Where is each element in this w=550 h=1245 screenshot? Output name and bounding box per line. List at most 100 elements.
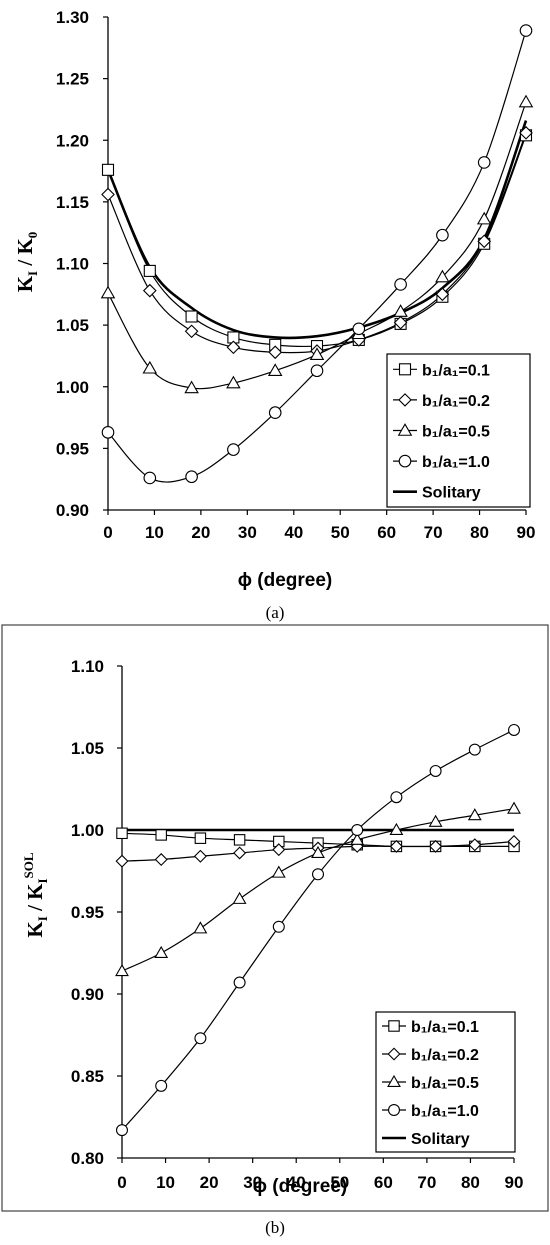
data-point-square (143, 264, 156, 277)
x-tick-label: 30 (243, 1173, 262, 1192)
x-tick-label: 60 (374, 1173, 393, 1192)
legend-label: b₁/a₁=0.2 (411, 1047, 479, 1064)
x-tick-label: 80 (470, 523, 489, 542)
data-point-triangle (350, 832, 365, 845)
data-point-triangle (226, 375, 241, 389)
data-point-circle (268, 406, 282, 419)
data-point-diamond (268, 345, 283, 360)
data-point-diamond (115, 854, 129, 868)
x-tick-label: 40 (284, 523, 303, 542)
data-point-circle (101, 426, 115, 439)
legend-marker-circle (387, 1103, 401, 1117)
data-point-circle (143, 471, 157, 485)
series-a (100, 24, 534, 485)
data-point-circle (351, 823, 364, 837)
series-line-triangle (121, 808, 515, 972)
data-point-diamond (193, 849, 207, 863)
legend-label: b₁/a₁=0.5 (422, 424, 490, 441)
data-point-circle (227, 443, 240, 456)
x-axis-label-b: ϕ (degree) (253, 1176, 347, 1197)
data-point-diamond (477, 234, 492, 249)
data-point-diamond (154, 853, 168, 867)
data-point-circle (311, 868, 325, 881)
data-point-triangle (193, 921, 208, 934)
legend-label: b₁/a₁=0.1 (422, 362, 490, 379)
chart-panel-b: 0.80 0.85 0.90 0.95 1.00 1.05 1.10 0 10 20 30 40 50 6… (21, 657, 523, 1237)
data-point-circle (115, 1124, 129, 1137)
caption-a: (a) (266, 603, 285, 622)
x-tick-label: 90 (505, 1173, 524, 1192)
x-tick-label: 60 (377, 523, 396, 542)
x-tick-label: 40 (287, 1173, 306, 1192)
data-point-diamond (226, 340, 241, 355)
y-tick-label: 1.25 (56, 70, 89, 89)
y-tick-label: 0.85 (71, 1067, 104, 1086)
data-point-diamond (101, 187, 115, 202)
data-point-square (194, 832, 207, 844)
x-tick-label: 0 (117, 1173, 126, 1192)
data-point-diamond (507, 834, 521, 848)
data-point-diamond (233, 846, 247, 860)
legend-label: b₁/a₁=1.0 (411, 1103, 479, 1120)
legend-marker-circle (398, 454, 412, 468)
y-tick-label: 1.10 (71, 657, 104, 676)
legend-marker-diamond (398, 393, 412, 407)
data-point-circle (233, 976, 246, 989)
x-tick-label: 0 (103, 523, 112, 542)
y-tick-label: 1.00 (71, 821, 104, 840)
legend-b: b₁/a₁=0.1 b₁/a₁=0.2 b₁/a₁=0.5 b₁/a₁=1.0 Soli… (375, 1011, 516, 1153)
data-point-square (101, 163, 115, 176)
caption-b: (b) (265, 1218, 285, 1237)
x-tick-label: 70 (417, 1173, 436, 1192)
chart-panel-a: 0.90 0.95 1.00 1.05 1.10 1.15 1.20 1.25 1.30 0 10 2… (13, 8, 535, 622)
legend-label: Solitary (422, 485, 481, 502)
data-point-diamond (184, 324, 199, 339)
y-tick-label: 0.95 (56, 439, 89, 458)
data-point-circle (390, 791, 403, 804)
y-tick-label: 1.30 (56, 8, 89, 27)
legend-marker-diamond (387, 1047, 401, 1061)
data-point-circle (519, 24, 533, 37)
data-point-circle (477, 156, 491, 169)
data-point-square (116, 827, 128, 840)
tick-labels-a: 0.90 0.95 1.00 1.05 1.10 1.15 1.20 1.25 1.30 0 10 2… (56, 8, 536, 542)
x-tick-label: 50 (331, 523, 350, 542)
data-point-square (233, 834, 246, 846)
data-point-triangle (142, 360, 158, 374)
data-point-diamond (519, 126, 533, 140)
y-tick-label: 0.80 (71, 1149, 104, 1168)
data-point-circle (310, 364, 324, 378)
legend-marker-square (388, 1020, 400, 1032)
data-point-circle (352, 322, 366, 336)
series-line-square (107, 135, 527, 348)
data-point-circle (436, 228, 449, 242)
data-point-diamond (435, 287, 450, 302)
x-tick-label: 70 (424, 523, 443, 542)
data-point-triangle (115, 963, 129, 977)
data-point-circle (429, 764, 442, 777)
x-tick-label: 20 (191, 523, 210, 542)
data-point-triangle (267, 363, 283, 377)
x-axis-label-a: ϕ (degree) (238, 570, 332, 591)
data-point-circle (272, 920, 285, 933)
data-point-circle (155, 1079, 168, 1092)
y-tick-label: 1.15 (56, 193, 89, 212)
y-tick-label: 1.00 (56, 378, 89, 397)
data-point-triangle (507, 801, 521, 814)
x-tick-label: 80 (461, 1173, 480, 1192)
legend-label: b₁/a₁=0.5 (411, 1075, 479, 1092)
data-point-triangle (100, 285, 116, 299)
data-point-diamond (272, 843, 286, 857)
legend-label: Solitary (411, 1131, 470, 1148)
data-point-circle (194, 1032, 207, 1045)
legend-marker-triangle (387, 1074, 401, 1088)
series-b (115, 723, 521, 1137)
series-line-solitary (106, 120, 528, 340)
data-point-triangle (393, 304, 408, 317)
y-tick-label: 1.10 (56, 255, 89, 274)
data-point-diamond (389, 839, 403, 853)
legend-marker-square (398, 363, 412, 376)
tick-labels-b: 0.80 0.85 0.90 0.95 1.00 1.05 1.10 0 10 20 30 40 50 6… (71, 657, 524, 1192)
data-point-diamond (142, 283, 157, 298)
